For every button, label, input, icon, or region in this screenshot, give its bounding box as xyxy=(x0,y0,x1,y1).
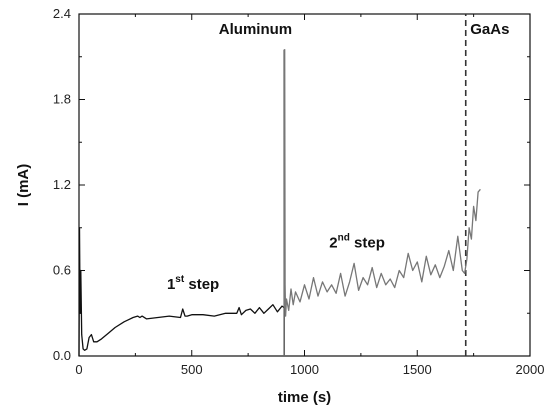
annotation-2: Aluminum xyxy=(219,21,292,38)
y-axis-title: I (mA) xyxy=(15,164,32,207)
y-tick-label: 0.6 xyxy=(53,263,71,278)
annotation-main: 2 xyxy=(329,235,337,252)
y-tick-label: 1.8 xyxy=(53,92,71,107)
series-line-1 xyxy=(78,227,285,357)
annotation-rest: step xyxy=(184,276,219,293)
annotation-0: 1st step xyxy=(167,274,219,293)
y-tick-label: 2.4 xyxy=(53,6,71,21)
x-tick-label: 2000 xyxy=(516,362,545,377)
x-tick-label: 1000 xyxy=(290,362,319,377)
annotation-rest: step xyxy=(350,235,385,252)
series-line-2 xyxy=(283,48,481,317)
x-tick-label: 1500 xyxy=(403,362,432,377)
annotation-3: GaAs xyxy=(470,21,509,38)
annotation-main: GaAs xyxy=(470,21,509,38)
plot-frame xyxy=(78,13,531,357)
x-axis-title: time (s) xyxy=(278,389,331,406)
annotation-superscript: st xyxy=(175,274,185,285)
annotation-main: 1 xyxy=(167,276,175,293)
y-tick-label: 0.0 xyxy=(53,348,71,363)
annotation-main: Aluminum xyxy=(219,21,292,38)
x-tick-label: 500 xyxy=(181,362,203,377)
plot-area: 0 500 1000 1500 2000 0.0 0.6 1.2 1.8 2.4 time (s) I… xyxy=(15,6,544,406)
annotation-1: 2nd step xyxy=(329,233,385,252)
annotation-superscript: nd xyxy=(338,233,350,244)
x-tick-label: 0 xyxy=(75,362,82,377)
y-tick-label: 1.2 xyxy=(53,177,71,192)
